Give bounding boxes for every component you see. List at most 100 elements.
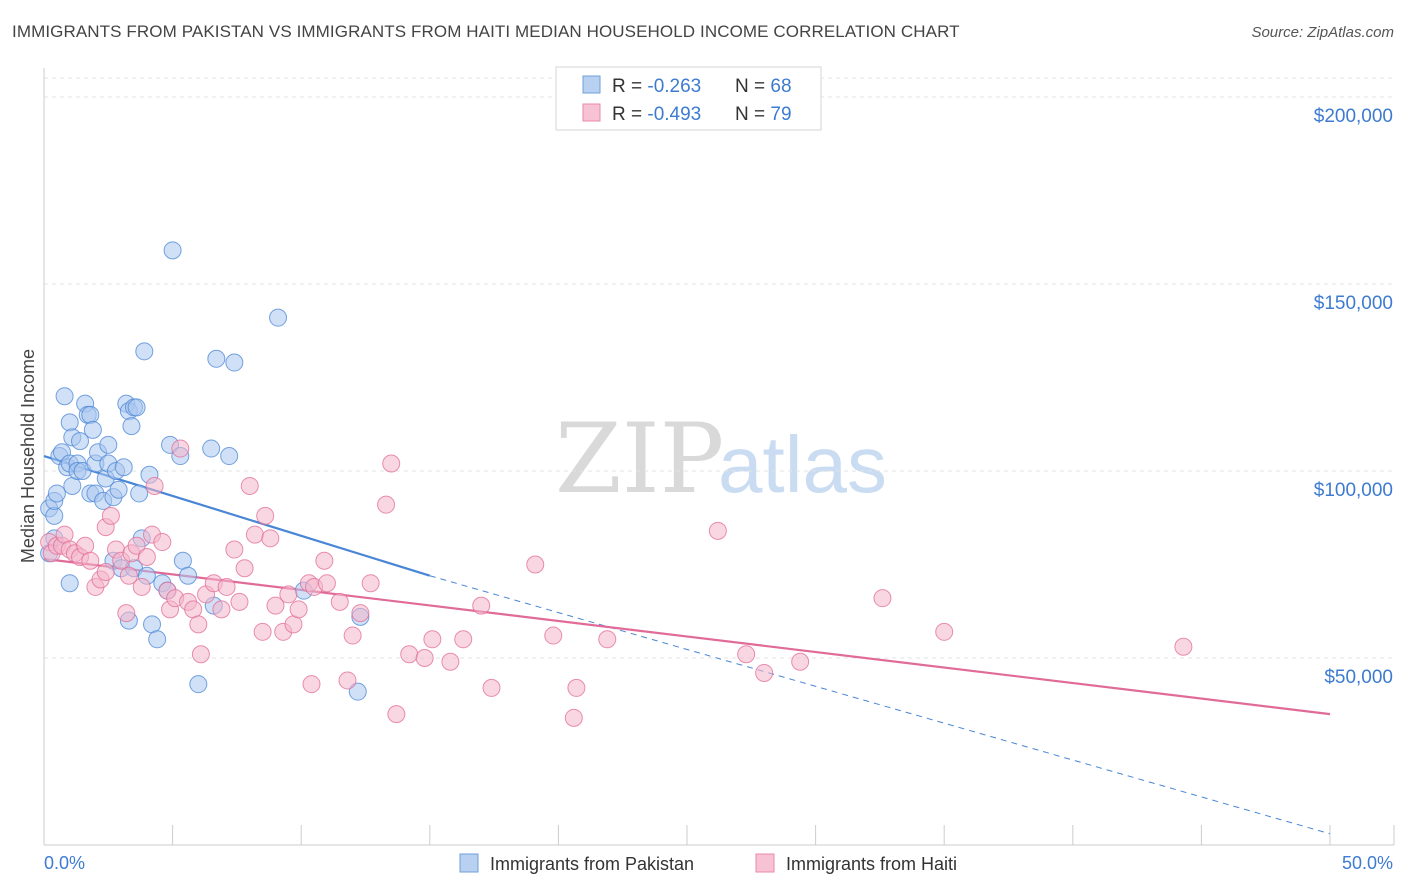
data-point-haiti-41 — [240, 476, 259, 495]
watermark-zip: ZIP — [555, 403, 724, 515]
legend: Immigrants from Pakistan Immigrants from… — [459, 853, 957, 874]
data-point-haiti-14 — [101, 506, 120, 525]
data-point-haiti-55 — [317, 574, 336, 593]
data-point-pakistan-34 — [114, 458, 133, 477]
data-point-haiti-48 — [279, 585, 298, 604]
data-point-haiti-67 — [441, 652, 460, 671]
data-point-haiti-79 — [873, 589, 892, 608]
data-point-pakistan-40 — [127, 398, 146, 417]
data-point-haiti-75 — [708, 521, 727, 540]
data-point-haiti-50 — [289, 600, 308, 619]
chart-source: Source: ZipAtlas.com — [1251, 24, 1394, 41]
data-point-haiti-65 — [415, 649, 434, 667]
data-point-pakistan-54 — [179, 566, 198, 585]
chart-title: IMMIGRANTS FROM PAKISTAN VS IMMIGRANTS F… — [12, 22, 960, 41]
data-point-haiti-57 — [338, 671, 357, 690]
data-point-haiti-45 — [261, 529, 280, 548]
data-point-haiti-71 — [526, 555, 545, 574]
data-point-haiti-58 — [343, 626, 362, 645]
data-point-haiti-39 — [230, 592, 249, 611]
stats-r-label-haiti: R = — [612, 104, 647, 125]
data-point-haiti-36 — [212, 600, 231, 619]
data-point-haiti-20 — [127, 536, 146, 555]
y-axis-label: Median Household Income — [18, 349, 38, 563]
data-point-pakistan-55 — [189, 675, 208, 694]
data-point-pakistan-37 — [122, 417, 141, 436]
trend-line-pakistan-extension — [429, 575, 1331, 835]
data-point-pakistan-43 — [135, 342, 154, 361]
data-point-pakistan-19 — [81, 405, 100, 424]
data-point-haiti-22 — [137, 548, 156, 567]
data-point-haiti-61 — [377, 495, 396, 514]
stats-r-label-pakistan: R = — [612, 76, 647, 97]
legend-swatch-pakistan — [459, 853, 479, 873]
data-point-haiti-68 — [454, 630, 473, 649]
data-point-pakistan-53 — [173, 551, 192, 570]
data-point-haiti-40 — [235, 559, 254, 578]
trend-line-haiti — [43, 557, 1331, 716]
data-point-pakistan-7 — [55, 387, 74, 406]
data-point-haiti-29 — [171, 439, 190, 458]
y-tick-label-3: $200,000 — [1314, 106, 1393, 127]
data-point-haiti-70 — [482, 678, 501, 697]
stats-r-value-pakistan: -0.263 — [647, 76, 701, 97]
data-point-haiti-33 — [191, 645, 210, 664]
data-point-haiti-44 — [256, 506, 275, 525]
data-point-pakistan-32 — [109, 480, 128, 499]
data-point-haiti-52 — [302, 675, 321, 694]
data-point-haiti-18 — [119, 566, 138, 585]
stats-swatch-pakistan — [582, 75, 601, 94]
data-point-haiti-43 — [253, 622, 272, 641]
data-point-haiti-54 — [315, 551, 334, 570]
data-point-pakistan-66 — [60, 574, 79, 593]
y-tick-label-0: $50,000 — [1324, 667, 1393, 688]
svg-text:N = 68: N = 68 — [735, 76, 792, 97]
stats-swatch-haiti — [582, 103, 601, 122]
svg-text:R = -0.493: R = -0.493 — [612, 104, 701, 125]
data-point-haiti-56 — [330, 592, 349, 611]
data-point-haiti-4 — [55, 525, 74, 544]
svg-text:N = 79: N = 79 — [735, 104, 792, 125]
data-point-haiti-32 — [189, 615, 208, 634]
data-point-haiti-38 — [225, 540, 244, 559]
watermark-atlas: atlas — [718, 420, 887, 509]
data-point-pakistan-63 — [348, 682, 367, 701]
data-point-haiti-80 — [935, 622, 954, 641]
data-point-haiti-66 — [423, 630, 442, 649]
data-point-haiti-74 — [598, 630, 617, 649]
points-layer — [40, 241, 1193, 727]
data-point-haiti-21 — [132, 577, 151, 596]
data-point-pakistan-41 — [130, 484, 149, 503]
data-point-pakistan-15 — [71, 432, 90, 451]
svg-text:R = -0.263: R = -0.263 — [612, 76, 701, 97]
data-point-haiti-62 — [382, 454, 401, 473]
legend-label-pakistan: Immigrants from Pakistan — [490, 854, 694, 874]
data-point-haiti-78 — [791, 652, 810, 671]
data-point-haiti-77 — [755, 663, 774, 682]
data-point-haiti-8 — [76, 536, 95, 555]
stats-r-value-haiti: -0.493 — [647, 104, 701, 125]
data-point-pakistan-47 — [148, 630, 167, 649]
data-point-haiti-24 — [145, 476, 164, 495]
data-point-pakistan-4 — [47, 484, 66, 503]
y-tick-label-1: $100,000 — [1314, 480, 1393, 501]
data-point-pakistan-56 — [202, 439, 221, 458]
legend-swatch-haiti — [755, 853, 775, 873]
data-point-haiti-82 — [564, 708, 583, 727]
legend-label-haiti: Immigrants from Haiti — [786, 854, 957, 874]
data-point-haiti-76 — [737, 645, 756, 664]
x-tick-label-min: 0.0% — [44, 853, 85, 873]
y-tick-label-2: $150,000 — [1314, 293, 1393, 314]
data-point-pakistan-51 — [163, 241, 182, 260]
data-point-pakistan-61 — [269, 308, 288, 327]
data-point-haiti-49 — [284, 615, 303, 634]
data-point-pakistan-2 — [45, 506, 64, 525]
stats-n-label-haiti: N = — [735, 104, 770, 125]
data-point-pakistan-9 — [60, 413, 79, 432]
data-point-haiti-17 — [117, 604, 136, 623]
x-tick-label-max: 50.0% — [1342, 853, 1393, 873]
data-point-pakistan-12 — [63, 476, 82, 495]
stats-n-value-pakistan: 68 — [770, 76, 791, 97]
data-point-haiti-64 — [400, 645, 419, 664]
